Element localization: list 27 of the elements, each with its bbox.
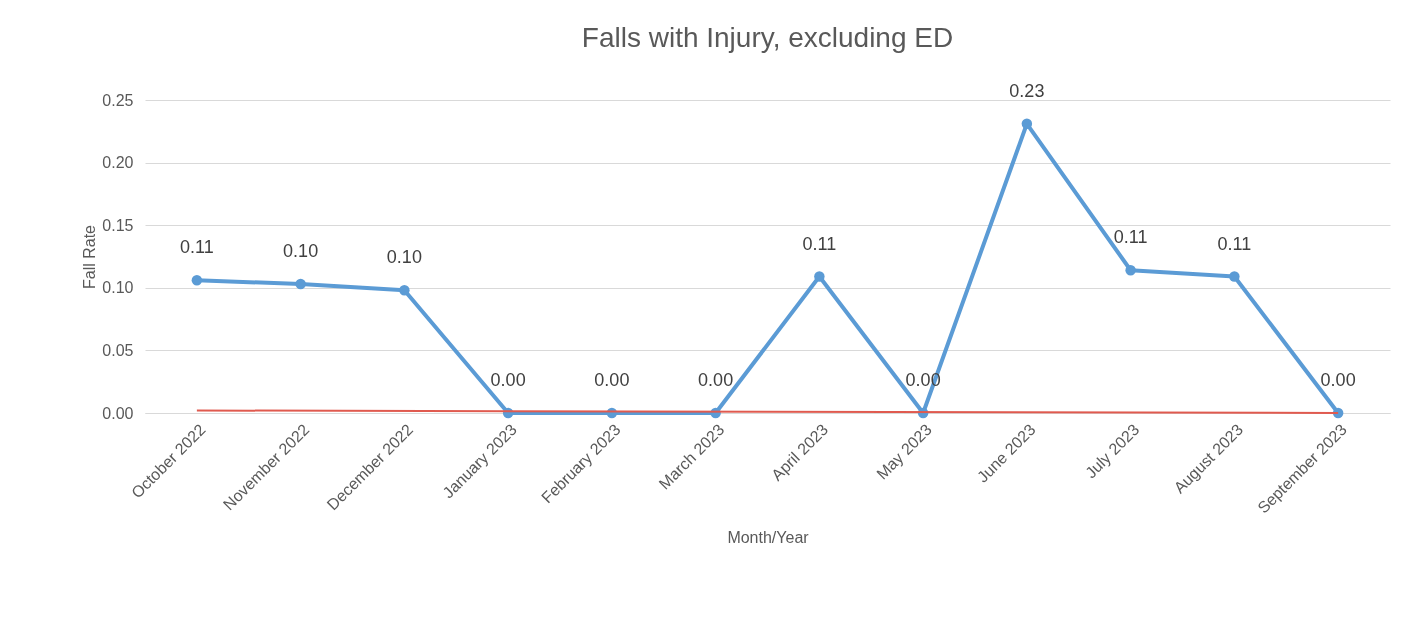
x-axis-title: Month/Year [727,529,810,547]
y-tick-label: 0.15 [102,216,134,234]
data-label: 0.11 [180,237,214,258]
point [1229,271,1240,282]
y-axis-title: Fall Rate [81,224,99,290]
data-label: 0.00 [594,370,630,390]
y-tick-label: 0.25 [102,91,134,109]
y-tick-label: 0.00 [102,404,134,422]
y-tick-label: 0.20 [102,154,134,172]
data-label: 0.00 [1320,370,1356,390]
data-label: 0.10 [283,241,319,262]
data-label: 0.10 [386,247,422,268]
point [814,271,825,282]
point [191,275,203,286]
data-label: 0.11 [1113,227,1148,248]
data-label: 0.11 [1217,233,1252,254]
y-tick-label: 0.05 [102,341,134,359]
point [1021,118,1033,130]
y-tick-label: 0.10 [102,279,134,297]
chart-title: Falls with Injury, excluding ED [581,21,954,53]
point [295,278,306,290]
point [399,285,410,296]
data-label: 0.00 [490,370,526,390]
point [1125,265,1136,276]
data-label: 0.23 [1009,80,1045,101]
data-label: 0.11 [802,233,837,254]
data-label: 0.00 [698,370,734,390]
